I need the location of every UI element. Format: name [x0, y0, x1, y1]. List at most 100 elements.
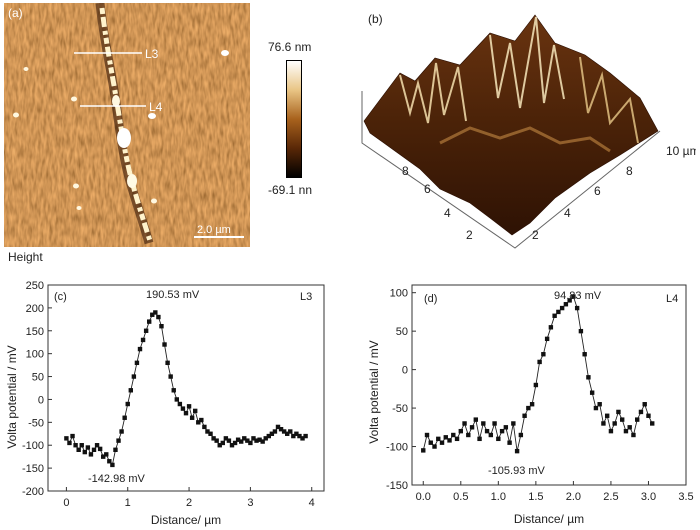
c-ytick-label: -200 — [22, 486, 44, 498]
c-data-point — [186, 404, 192, 409]
c-data-point — [85, 445, 91, 450]
x-tick-2: 2 — [532, 228, 539, 242]
d-data-point — [507, 440, 512, 445]
chart-c-frame — [47, 284, 325, 492]
surface-highlight — [439, 126, 611, 153]
chart-c-max-annotation: 190.53 mV — [146, 289, 200, 301]
c-data-point — [153, 310, 158, 315]
d-data-point — [563, 302, 569, 307]
d-data-point — [541, 352, 546, 357]
afm-footer-label: Height — [8, 250, 43, 264]
c-data-point — [174, 397, 179, 402]
c-xtick-label: 4 — [309, 497, 315, 509]
c-data-point — [134, 360, 140, 366]
c-ytick-label: 50 — [32, 372, 44, 384]
c-xtick-label: 3 — [247, 497, 253, 509]
c-data-point — [140, 337, 146, 343]
c-data-point — [248, 440, 253, 446]
d-data-point — [619, 417, 625, 422]
d-data-point — [421, 448, 426, 453]
d-data-point — [443, 435, 448, 440]
particle — [112, 95, 120, 107]
d-data-point — [571, 294, 576, 299]
c-data-point — [180, 406, 186, 411]
d-data-point — [458, 428, 463, 434]
chart-d: Volta potential / mV -150 -100 -50 0 50 100 0… — [367, 284, 694, 526]
c-ytick-label: -150 — [22, 463, 44, 475]
c-data-point — [235, 437, 241, 442]
x-tick-8: 8 — [626, 164, 633, 178]
particle — [73, 183, 79, 189]
d-data-point — [492, 421, 497, 426]
d-ytick-label: -50 — [392, 403, 408, 415]
d-data-point — [488, 432, 494, 438]
d-data-point — [462, 421, 467, 426]
c-data-point — [245, 438, 250, 443]
surface-ridge — [579, 56, 639, 144]
c-data-point — [294, 431, 299, 436]
particle — [148, 113, 156, 119]
panel-label-a: (a) — [8, 6, 23, 20]
y-tick-6: 6 — [424, 182, 431, 196]
c-data-point — [113, 447, 118, 452]
chart-d-points — [421, 294, 655, 454]
d-xtick-label: 2.0 — [566, 491, 581, 503]
d-data-point — [499, 428, 505, 434]
c-data-point — [97, 446, 103, 452]
chart-d-max-annotation: 94.83 mV — [554, 290, 602, 302]
d-data-point — [631, 432, 636, 438]
c-xtick-label: 0 — [63, 497, 69, 509]
d-xtick-label: 0.5 — [453, 491, 468, 503]
chart-d-series-line — [422, 295, 653, 452]
d-data-point — [473, 417, 479, 422]
d-data-point — [496, 436, 501, 442]
c-data-point — [125, 401, 130, 407]
d-data-point — [552, 313, 557, 318]
d-data-point — [616, 409, 621, 415]
c-data-point — [70, 433, 75, 439]
c-data-point — [159, 324, 164, 329]
c-ytick-label: 0 — [38, 394, 44, 406]
d-data-point — [481, 421, 486, 426]
chart-d-frame — [411, 284, 687, 486]
colorbar — [286, 60, 302, 178]
d-ytick-label: -150 — [386, 480, 408, 492]
d-data-point — [567, 298, 572, 303]
c-data-point — [291, 433, 296, 439]
afm-height-image: L3 L4 (a) 2.0 µm — [4, 3, 250, 247]
scan-line-l3-label: L3 — [145, 47, 159, 61]
d-data-point — [511, 421, 516, 426]
c-data-point — [202, 424, 207, 430]
particle — [221, 50, 229, 56]
d-xtick-label: 3.5 — [678, 491, 693, 503]
c-data-point — [143, 328, 149, 333]
d-ytick-label: 0 — [402, 365, 408, 377]
d-data-point — [432, 444, 437, 449]
c-data-point — [94, 443, 100, 448]
d-data-point — [529, 402, 535, 407]
c-data-point — [122, 415, 127, 420]
c-data-point — [177, 401, 183, 407]
c-data-point — [281, 429, 287, 434]
surface-ridge — [489, 16, 565, 109]
c-data-point — [183, 410, 189, 416]
c-data-point — [64, 436, 69, 441]
c-data-point — [223, 436, 229, 441]
c-ytick-label: 100 — [26, 349, 44, 361]
c-data-point — [150, 312, 155, 317]
chart-c-points — [64, 310, 308, 468]
c-data-point — [242, 436, 247, 441]
d-data-point — [556, 309, 561, 315]
c-data-point — [205, 429, 210, 434]
scan-line-l4-label: L4 — [149, 100, 163, 114]
d-data-point — [451, 432, 456, 438]
c-data-point — [229, 443, 235, 448]
c-data-point — [269, 431, 275, 436]
chart-c-xlabel: Distance/ µm — [151, 513, 221, 527]
c-data-point — [110, 462, 115, 468]
c-data-point — [116, 438, 121, 443]
particle — [151, 198, 157, 204]
d-ytick-label: -100 — [386, 442, 408, 454]
d-data-point — [650, 421, 655, 426]
d-data-point — [466, 432, 471, 438]
